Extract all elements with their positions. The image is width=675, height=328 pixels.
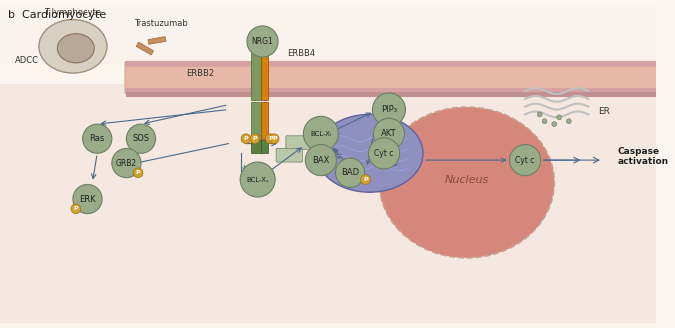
Circle shape bbox=[265, 134, 275, 144]
Ellipse shape bbox=[39, 20, 107, 73]
Bar bbox=[261, 53, 269, 100]
Bar bbox=[148, 36, 166, 44]
Circle shape bbox=[269, 134, 279, 144]
Text: ?: ? bbox=[248, 163, 254, 176]
Circle shape bbox=[303, 116, 338, 151]
Bar bbox=[0, 84, 656, 323]
Circle shape bbox=[552, 122, 557, 127]
Circle shape bbox=[112, 149, 141, 178]
Ellipse shape bbox=[316, 114, 423, 192]
FancyBboxPatch shape bbox=[124, 61, 658, 94]
Text: Cyt c: Cyt c bbox=[516, 155, 535, 165]
FancyBboxPatch shape bbox=[276, 149, 302, 162]
Circle shape bbox=[566, 119, 571, 124]
Bar bbox=[251, 53, 261, 100]
FancyBboxPatch shape bbox=[126, 67, 657, 88]
Circle shape bbox=[335, 158, 365, 187]
Ellipse shape bbox=[382, 110, 551, 255]
Text: ADCC: ADCC bbox=[16, 56, 39, 65]
Circle shape bbox=[82, 124, 112, 153]
FancyBboxPatch shape bbox=[286, 136, 312, 150]
Text: ERK: ERK bbox=[79, 195, 96, 203]
Bar bbox=[251, 140, 261, 153]
Ellipse shape bbox=[57, 34, 95, 63]
Bar bbox=[126, 92, 656, 97]
Text: BCL-Xₗ: BCL-Xₗ bbox=[310, 131, 331, 137]
Bar bbox=[136, 42, 154, 55]
Text: NRG1: NRG1 bbox=[252, 37, 273, 46]
Ellipse shape bbox=[379, 107, 554, 258]
Circle shape bbox=[73, 184, 102, 214]
Text: SOS: SOS bbox=[132, 134, 150, 143]
Bar bbox=[261, 140, 269, 153]
Circle shape bbox=[360, 175, 371, 184]
Text: BAD: BAD bbox=[341, 168, 359, 177]
Text: p85: p85 bbox=[282, 152, 298, 161]
Text: BCL-Xₛ: BCL-Xₛ bbox=[246, 176, 269, 183]
Circle shape bbox=[510, 145, 541, 176]
Text: Trastuzumab: Trastuzumab bbox=[134, 19, 188, 29]
Text: b  Cardiomyocyte: b Cardiomyocyte bbox=[8, 10, 106, 20]
Text: PIP₃: PIP₃ bbox=[381, 105, 397, 114]
Text: Caspase
activation: Caspase activation bbox=[618, 147, 669, 166]
Circle shape bbox=[557, 115, 562, 120]
Text: GRB2: GRB2 bbox=[116, 158, 137, 168]
Text: ERBB2: ERBB2 bbox=[186, 69, 214, 78]
Circle shape bbox=[240, 162, 275, 197]
Circle shape bbox=[71, 204, 81, 214]
Text: P: P bbox=[252, 136, 257, 141]
Text: p110: p110 bbox=[292, 139, 313, 148]
Text: P: P bbox=[244, 136, 248, 141]
Circle shape bbox=[305, 145, 336, 176]
Text: Cyt c: Cyt c bbox=[375, 149, 394, 158]
Circle shape bbox=[542, 119, 547, 124]
Circle shape bbox=[537, 112, 542, 117]
Bar bbox=[251, 102, 261, 139]
Bar bbox=[0, 5, 656, 65]
Text: T lymphocyte: T lymphocyte bbox=[45, 8, 101, 17]
Circle shape bbox=[373, 93, 406, 126]
Text: Nucleus: Nucleus bbox=[445, 174, 489, 185]
Circle shape bbox=[133, 168, 143, 178]
Circle shape bbox=[241, 134, 251, 144]
Circle shape bbox=[250, 134, 260, 144]
Text: P: P bbox=[272, 136, 277, 141]
Text: AKT: AKT bbox=[381, 129, 397, 138]
Circle shape bbox=[247, 26, 278, 57]
Circle shape bbox=[369, 138, 400, 169]
Text: P: P bbox=[268, 136, 273, 141]
Text: Ras: Ras bbox=[90, 134, 105, 143]
Bar bbox=[261, 102, 269, 139]
Circle shape bbox=[126, 124, 155, 153]
Text: P: P bbox=[136, 170, 140, 175]
Text: PI3K: PI3K bbox=[306, 152, 325, 161]
Circle shape bbox=[373, 118, 404, 150]
Text: BAX: BAX bbox=[313, 155, 329, 165]
Text: P: P bbox=[74, 206, 78, 211]
Text: P: P bbox=[363, 177, 368, 182]
Text: ERBB4: ERBB4 bbox=[287, 49, 315, 58]
Text: ER: ER bbox=[598, 107, 610, 116]
